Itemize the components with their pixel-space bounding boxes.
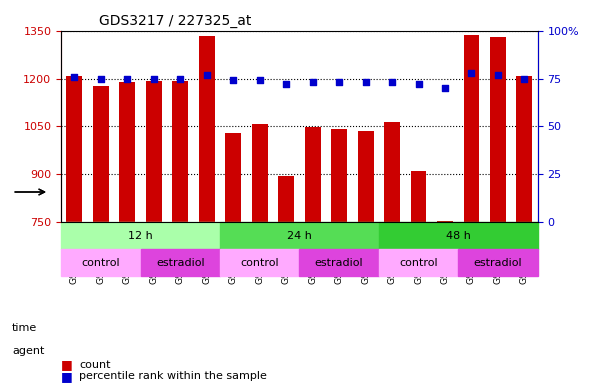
- Point: [202, 71, 211, 78]
- Bar: [464, 35, 480, 222]
- Bar: [299, 249, 379, 276]
- Bar: [458, 249, 538, 276]
- Text: ■: ■: [61, 358, 73, 371]
- Text: count: count: [79, 360, 111, 370]
- Text: 24 h: 24 h: [287, 230, 312, 240]
- Bar: [199, 36, 214, 222]
- Point: [96, 75, 106, 81]
- Point: [467, 70, 477, 76]
- Bar: [225, 132, 241, 222]
- Bar: [516, 76, 532, 222]
- Text: 12 h: 12 h: [128, 230, 153, 240]
- Bar: [357, 131, 373, 222]
- Bar: [490, 37, 506, 222]
- Bar: [411, 171, 426, 222]
- Point: [414, 81, 423, 87]
- Text: agent: agent: [12, 346, 45, 356]
- Text: estradiol: estradiol: [315, 258, 364, 268]
- Bar: [93, 86, 109, 222]
- Point: [149, 75, 159, 81]
- Point: [387, 79, 397, 85]
- Bar: [379, 249, 458, 276]
- Bar: [61, 222, 220, 249]
- Text: percentile rank within the sample: percentile rank within the sample: [79, 371, 267, 381]
- Text: control: control: [240, 258, 279, 268]
- Text: estradiol: estradiol: [156, 258, 205, 268]
- Bar: [278, 176, 294, 222]
- Point: [175, 75, 185, 81]
- Bar: [384, 121, 400, 222]
- Point: [440, 85, 450, 91]
- Point: [360, 79, 370, 85]
- Point: [122, 75, 132, 81]
- Text: control: control: [81, 258, 120, 268]
- Text: time: time: [12, 323, 37, 333]
- Point: [255, 77, 265, 83]
- Text: control: control: [399, 258, 438, 268]
- Text: ■: ■: [61, 370, 73, 383]
- Bar: [141, 249, 220, 276]
- Text: GDS3217 / 227325_at: GDS3217 / 227325_at: [99, 14, 252, 28]
- Bar: [172, 81, 188, 222]
- Point: [70, 73, 79, 79]
- Bar: [146, 81, 162, 222]
- Text: 48 h: 48 h: [446, 230, 470, 240]
- Text: estradiol: estradiol: [474, 258, 522, 268]
- Bar: [437, 220, 453, 222]
- Bar: [305, 127, 321, 222]
- Bar: [331, 129, 347, 222]
- Bar: [379, 222, 538, 249]
- Point: [519, 75, 529, 81]
- Point: [334, 79, 344, 85]
- Bar: [61, 249, 141, 276]
- Bar: [67, 76, 82, 222]
- Bar: [220, 249, 299, 276]
- Point: [308, 79, 318, 85]
- Bar: [119, 82, 135, 222]
- Point: [281, 81, 291, 87]
- Point: [229, 77, 238, 83]
- Point: [493, 71, 503, 78]
- Bar: [220, 222, 379, 249]
- Bar: [252, 124, 268, 222]
